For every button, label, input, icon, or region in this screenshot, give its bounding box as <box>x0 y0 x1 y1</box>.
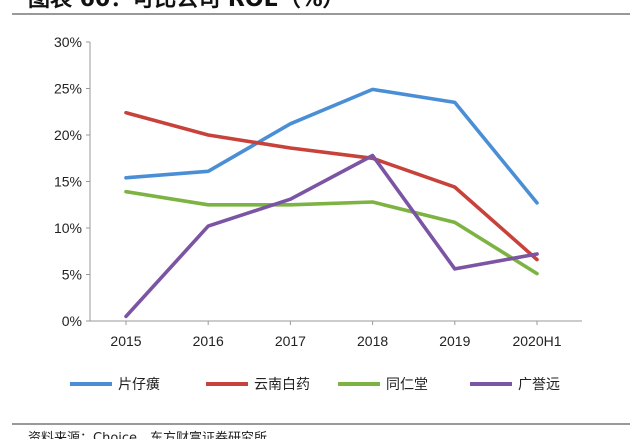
legend: 片仔癀 云南白药 同仁堂 广誉远 <box>70 376 560 393</box>
chart-title: 图表 60：可比公司 ROE（%） <box>28 0 345 12</box>
x-tick-label: 2015 <box>110 333 141 349</box>
series-line-4 <box>124 153 539 319</box>
x-tick-label: 2019 <box>439 333 470 349</box>
series-lines <box>124 87 539 319</box>
series-line-1 <box>124 87 539 205</box>
series-line-2 <box>124 110 539 262</box>
legend-label: 广誉远 <box>518 377 560 393</box>
x-tick-label: 2017 <box>275 333 306 349</box>
y-tick-label: 10% <box>54 220 82 236</box>
y-ticks: 0% 5% 10% 15% 20% 25% 30% <box>54 34 90 329</box>
legend-label: 同仁堂 <box>386 377 428 393</box>
y-tick-label: 5% <box>62 267 82 283</box>
legend-label: 云南白药 <box>254 377 310 393</box>
x-ticks: 2015 2016 2017 2018 2019 2020H1 <box>110 321 562 349</box>
x-tick-label: 2020H1 <box>512 333 561 349</box>
series-line-3 <box>124 189 539 276</box>
y-tick-label: 15% <box>54 174 82 190</box>
x-tick-label: 2018 <box>357 333 388 349</box>
y-tick-label: 0% <box>62 313 82 329</box>
y-tick-label: 30% <box>54 34 82 50</box>
y-tick-label: 25% <box>54 81 82 97</box>
x-tick-label: 2016 <box>193 333 224 349</box>
legend-label: 片仔癀 <box>118 376 160 393</box>
y-tick-label: 20% <box>54 127 82 143</box>
source-note: 资料来源：Choice，东方财富证券研究所 <box>28 430 267 439</box>
axes <box>89 42 582 322</box>
